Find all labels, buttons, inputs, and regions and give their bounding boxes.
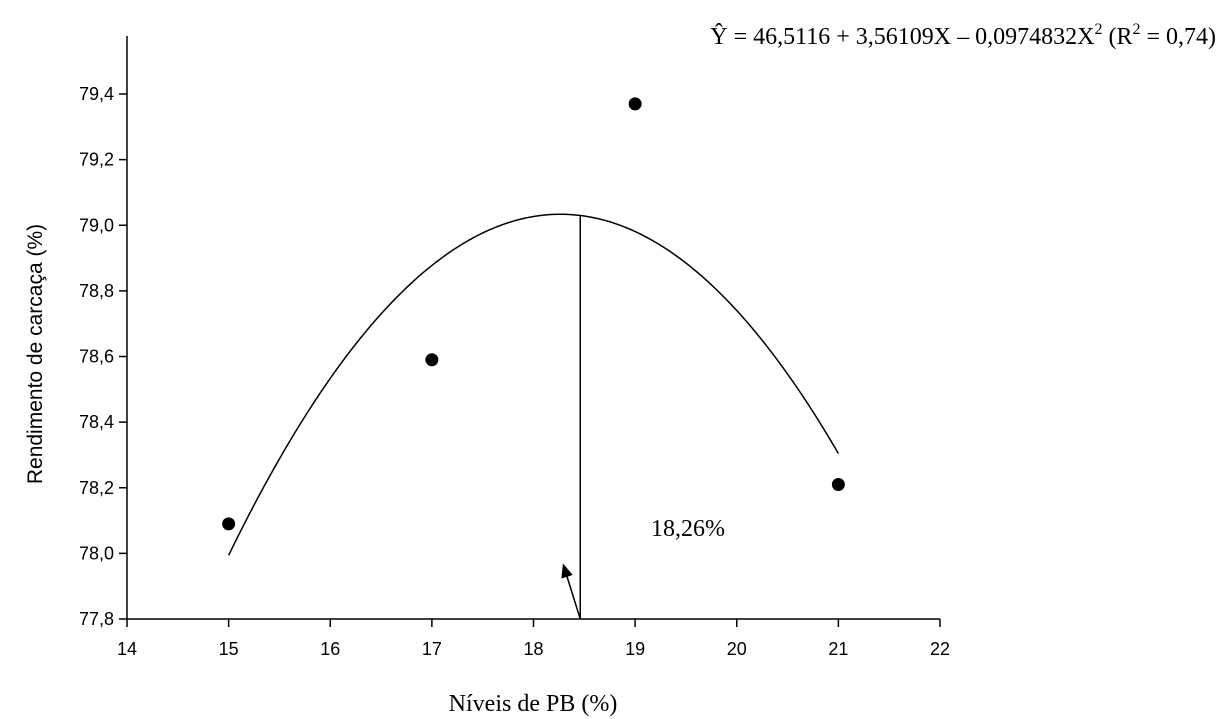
data-points	[222, 97, 845, 531]
y-tick-label: 78,0	[79, 543, 114, 563]
x-tick-label: 14	[117, 639, 137, 659]
equation-exponent: 2	[1094, 21, 1102, 38]
equation-lhs: Ŷ	[710, 24, 727, 50]
data-point	[425, 353, 439, 367]
equation-body: = 46,5116 + 3,56109X – 0,0974832X	[728, 24, 1095, 50]
x-tick-label: 16	[320, 639, 340, 659]
y-tick-label: 79,2	[79, 150, 114, 170]
data-point	[222, 517, 236, 531]
x-tick-label: 18	[523, 639, 543, 659]
x-tick-label: 19	[625, 639, 645, 659]
x-axis-ticks: 14 15 16 17 18 19 20 21 22	[117, 619, 950, 659]
regression-equation: Ŷ = 46,5116 + 3,56109X – 0,0974832X2 (R2…	[710, 21, 1216, 50]
y-tick-label: 78,2	[79, 478, 114, 498]
data-point	[628, 97, 642, 111]
y-tick-label: 77,8	[79, 609, 114, 629]
y-tick-label: 79,0	[79, 215, 114, 235]
equation-r2-open: (R	[1102, 24, 1132, 50]
x-tick-label: 15	[219, 639, 239, 659]
equation-r2-exponent: 2	[1132, 21, 1140, 38]
fitted-curve	[227, 213, 840, 556]
annotation-group	[561, 215, 581, 620]
axes	[126, 36, 940, 620]
y-tick-label: 79,4	[79, 84, 114, 104]
fitted-curve-group	[227, 213, 840, 556]
x-axis-title: Níveis de PB (%)	[449, 691, 618, 717]
y-tick-label: 78,4	[79, 412, 114, 432]
x-tick-label: 17	[422, 639, 442, 659]
x-tick-label: 22	[930, 639, 950, 659]
data-point	[831, 477, 845, 491]
y-tick-label: 78,6	[79, 347, 114, 367]
optimum-label: 18,26%	[651, 516, 725, 542]
annotation-arrow	[561, 563, 581, 620]
y-tick-label: 78,8	[79, 281, 114, 301]
x-tick-label: 21	[828, 639, 848, 659]
y-axis-title: Rendimento de carcaça (%)	[24, 224, 47, 484]
x-tick-label: 20	[727, 639, 747, 659]
y-axis-ticks: 77,8 78,0 78,2 78,4 78,6 78,8 79,0 79,2 79,4	[79, 84, 127, 629]
equation-r2-close: = 0,74)	[1140, 24, 1216, 50]
